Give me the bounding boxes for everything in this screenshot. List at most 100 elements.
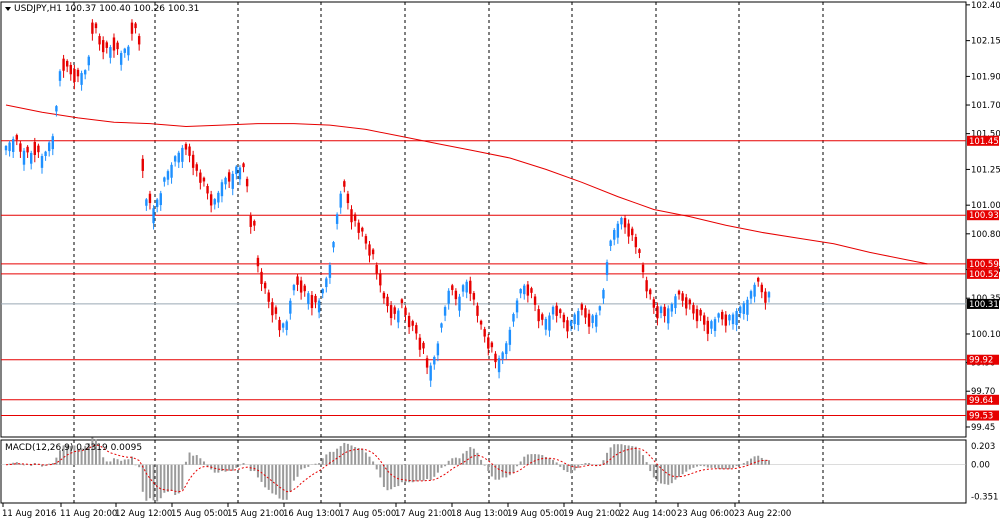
candle-body — [357, 222, 360, 233]
candle-body — [8, 142, 11, 152]
candle-body — [609, 240, 612, 246]
candle-body — [472, 293, 476, 300]
x-tick-label: 16 Aug 13:00 — [283, 509, 340, 519]
x-tick-label: 18 Aug 13:00 — [451, 509, 508, 519]
candle-body — [436, 343, 440, 356]
candle-body — [184, 143, 188, 150]
candle-body — [591, 315, 594, 323]
candle-body — [51, 136, 54, 150]
current-price-tag — [967, 298, 999, 309]
candle-body — [245, 178, 249, 187]
candle-body — [569, 320, 573, 327]
candle-body — [4, 145, 8, 151]
x-tick-label: 12 Aug 12:00 — [115, 509, 172, 519]
chevron-down-icon[interactable] — [5, 7, 11, 11]
candle-body — [454, 290, 458, 300]
candle-body — [123, 48, 126, 53]
candle-body — [127, 46, 130, 56]
candle-body — [253, 220, 256, 226]
candle-body — [91, 22, 94, 34]
level-tag — [967, 268, 999, 279]
candle-body — [400, 299, 404, 304]
candle-body — [490, 342, 494, 348]
y-tick-label: 100.10 — [971, 330, 1000, 340]
candle-body — [555, 305, 558, 316]
candle-body — [533, 296, 537, 305]
candle-body — [371, 249, 375, 255]
candle-body — [425, 358, 429, 368]
candle-body — [235, 166, 238, 175]
candle-body — [764, 291, 767, 303]
level-tag — [967, 394, 999, 405]
candle-body — [699, 309, 702, 316]
candle-body — [285, 321, 288, 330]
candle-body — [681, 293, 684, 301]
candle-body — [494, 353, 497, 363]
candle-body — [76, 69, 80, 77]
candle-body — [627, 223, 630, 237]
candle-body — [379, 273, 382, 286]
candle-body — [213, 199, 216, 205]
candle-body — [713, 319, 717, 331]
candle-body — [670, 303, 674, 312]
candle-body — [307, 293, 310, 304]
y-tick-label: 102.40 — [971, 1, 1000, 11]
candle-body — [566, 320, 569, 332]
candle-body — [137, 36, 141, 45]
candle-body — [487, 337, 490, 349]
candle-body — [501, 352, 504, 359]
candle-body — [267, 292, 270, 302]
candle-body — [55, 106, 58, 112]
candle-body — [706, 320, 710, 334]
candle-body — [443, 307, 447, 316]
candle-body — [170, 164, 173, 178]
candle-body — [69, 64, 72, 75]
candle-body — [483, 329, 486, 337]
candle-body — [188, 146, 191, 156]
candle-body — [238, 167, 242, 180]
candle-body — [616, 223, 620, 238]
candle-body — [512, 314, 515, 322]
candle-body — [206, 186, 209, 194]
level-tag-label: 100.93 — [969, 211, 999, 221]
candle-body — [393, 307, 396, 314]
y-tick-label: 99.45 — [971, 423, 995, 433]
candle-body — [407, 315, 411, 328]
candle-body — [541, 314, 544, 320]
candle-body — [346, 193, 350, 204]
candle-body — [130, 22, 134, 34]
candle-body — [217, 192, 220, 203]
candle-body — [289, 300, 292, 314]
candle-body — [659, 306, 663, 314]
candle-body — [551, 306, 555, 315]
candle-body — [29, 152, 33, 164]
candle-body — [422, 342, 425, 349]
candle-body — [249, 215, 252, 227]
candle-body — [335, 214, 339, 224]
candle-body — [173, 156, 177, 162]
candle-body — [739, 306, 742, 314]
candle-body — [159, 193, 162, 206]
moving-average-line — [5, 104, 928, 265]
candle-body — [310, 295, 314, 309]
candle-body — [587, 313, 591, 327]
candle-body — [753, 284, 756, 297]
candle-body — [688, 299, 692, 305]
candle-body — [58, 71, 62, 81]
candle-body — [544, 318, 548, 330]
candle-body — [116, 42, 119, 50]
candle-body — [746, 299, 749, 315]
candle-body — [548, 315, 551, 331]
candle-body — [577, 311, 580, 325]
candle-body — [433, 356, 436, 365]
macd-panel-frame — [0, 439, 967, 504]
candle-body — [447, 290, 450, 304]
candle-body — [260, 271, 263, 284]
candle-body — [47, 142, 51, 152]
y-tick-label: 101.90 — [971, 72, 1000, 82]
candle-body — [497, 358, 501, 373]
candle-body — [195, 164, 198, 171]
level-tag-label: 100.52 — [969, 270, 999, 280]
